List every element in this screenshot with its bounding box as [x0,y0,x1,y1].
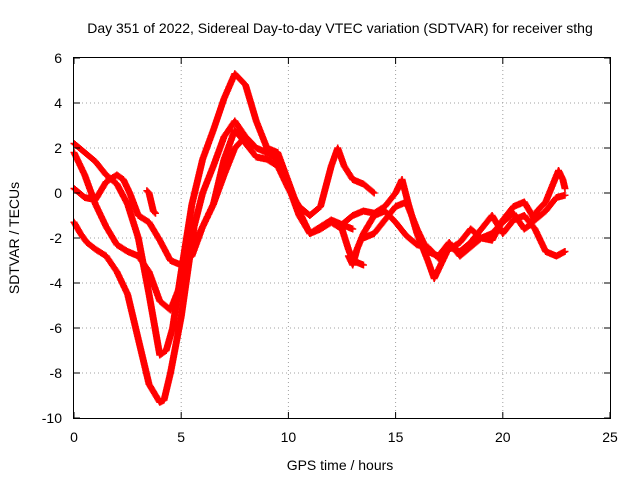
y-tick-label: 4 [54,95,62,111]
data-points [70,70,569,406]
y-axis-label: SDTVAR / TECUs [6,182,22,294]
y-tick-label: -4 [50,275,63,291]
y-tick-label: -6 [50,320,63,336]
series-markers [70,117,367,406]
x-tick-label: 15 [388,429,404,445]
y-tick-label: -8 [50,365,63,381]
y-tick-label: 2 [54,140,62,156]
series-markers [143,187,159,217]
x-tick-label: 5 [177,429,185,445]
chart-title: Day 351 of 2022, Sidereal Day-to-day VTE… [87,20,593,36]
y-tick-label: -10 [42,410,62,426]
axis-ticks: 0 5 10 15 20 25 -10 -8 -6 -4 -2 0 2 4 6 [42,50,618,445]
y-tick-label: 0 [54,185,62,201]
x-tick-label: 20 [495,429,511,445]
x-axis-label: GPS time / hours [287,457,394,473]
series-markers [344,191,569,269]
x-tick-label: 25 [602,429,618,445]
series-track-2 [70,117,367,406]
series-track-5 [143,187,159,217]
y-tick-label: 6 [54,50,62,66]
x-tick-label: 10 [281,429,297,445]
plot-frame [73,57,611,419]
series-track-8 [344,191,569,269]
x-tick-label: 0 [70,429,78,445]
y-tick-label: -2 [50,230,63,246]
